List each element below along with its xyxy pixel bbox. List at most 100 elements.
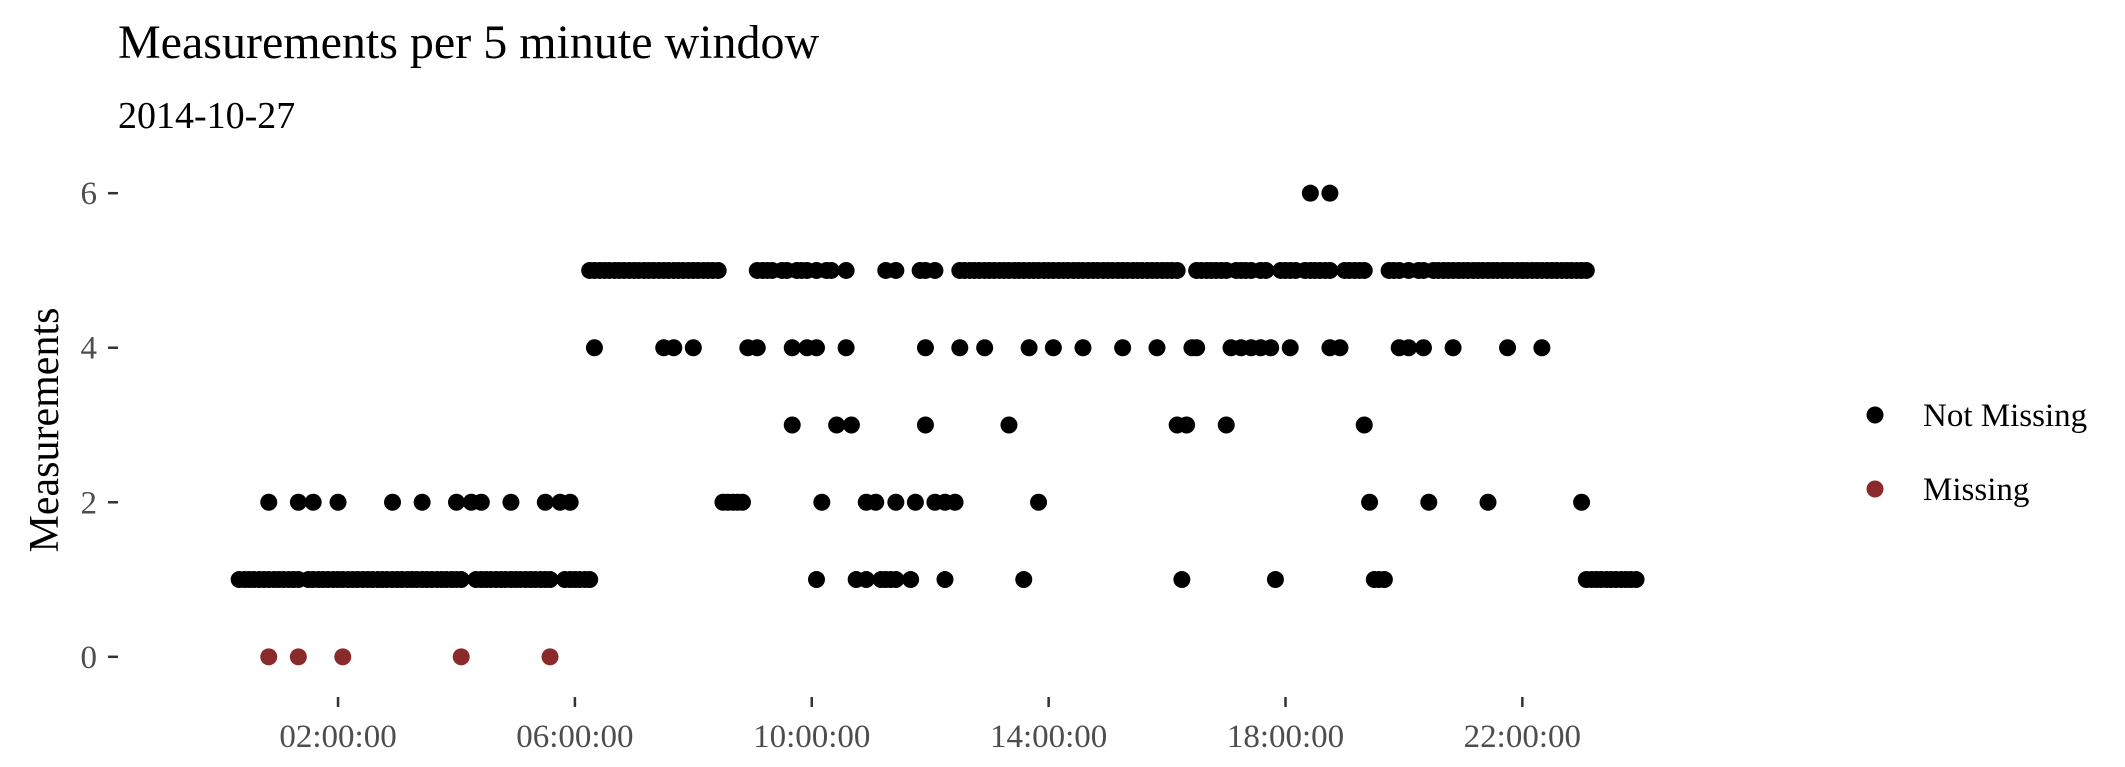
data-point: [813, 493, 831, 511]
y-tick-label: 6: [81, 176, 98, 212]
data-point: [1114, 339, 1132, 357]
data-point: [384, 493, 402, 511]
data-point: [837, 339, 855, 357]
data-point: [329, 493, 347, 511]
data-point: [1266, 571, 1284, 589]
legend-key: [1866, 480, 1884, 498]
data-point: [783, 339, 801, 357]
data-point: [887, 261, 905, 279]
data-point: [1355, 261, 1373, 279]
data-point: [1020, 339, 1038, 357]
legend-key: [1866, 406, 1884, 424]
data-point: [857, 571, 875, 589]
data-point: [733, 493, 751, 511]
x-tick-label: 18:00:00: [1227, 719, 1344, 755]
x-tick-label: 10:00:00: [753, 719, 870, 755]
data-point: [976, 339, 994, 357]
data-point: [1173, 571, 1191, 589]
data-point: [1479, 493, 1497, 511]
data-point: [902, 571, 920, 589]
data-point: [916, 339, 934, 357]
data-point: [260, 493, 278, 511]
y-axis-label: Measurements: [22, 308, 68, 553]
data-point: [1321, 184, 1339, 202]
data-point: [867, 493, 885, 511]
data-point: [1281, 339, 1299, 357]
data-point: [585, 339, 603, 357]
data-point: [822, 261, 840, 279]
data-point: [1355, 416, 1373, 434]
x-tick-label: 02:00:00: [279, 719, 396, 755]
data-point: [1148, 339, 1166, 357]
legend-label: Not Missing: [1923, 398, 2087, 434]
data-point: [1331, 339, 1349, 357]
data-point: [1420, 493, 1438, 511]
data-point: [1361, 493, 1379, 511]
y-tick-label: 4: [81, 331, 98, 367]
data-point: [906, 493, 924, 511]
data-point: [887, 571, 905, 589]
data-point: [1015, 571, 1033, 589]
data-point: [289, 493, 307, 511]
data-point: [951, 339, 969, 357]
data-point: [783, 416, 801, 434]
data-point: [1178, 416, 1196, 434]
y-tick-label: 0: [81, 640, 98, 676]
data-point: [1044, 339, 1062, 357]
data-point: [808, 571, 826, 589]
data-point: [887, 493, 905, 511]
data-point: [536, 493, 554, 511]
data-point: [1030, 493, 1048, 511]
data-point: [748, 339, 766, 357]
data-point: [334, 648, 352, 666]
x-axis: 02:00:00 06:00:00 10:00:00 14:00:00 18:00:00…: [279, 697, 1581, 755]
data-point: [1627, 571, 1645, 589]
data-point: [916, 416, 934, 434]
chart-subtitle: 2014-10-27: [118, 95, 295, 137]
data-point: [1400, 339, 1418, 357]
data-point: [1262, 339, 1280, 357]
data-point: [1188, 339, 1206, 357]
data-point: [1375, 571, 1393, 589]
data-point: [837, 261, 855, 279]
series-1: [260, 648, 559, 666]
data-point: [289, 648, 307, 666]
data-points: [230, 184, 1645, 666]
data-point: [1321, 261, 1339, 279]
data-point: [1217, 416, 1235, 434]
chart-title: Measurements per 5 minute window: [118, 16, 820, 69]
data-point: [1533, 339, 1551, 357]
data-point: [684, 339, 702, 357]
data-point: [260, 648, 278, 666]
data-point: [1573, 493, 1591, 511]
data-point: [581, 571, 599, 589]
data-point: [808, 339, 826, 357]
data-point: [946, 493, 964, 511]
data-point: [1499, 339, 1517, 357]
data-point: [926, 261, 944, 279]
data-point: [1168, 261, 1186, 279]
data-point: [1000, 416, 1018, 434]
data-point: [541, 648, 559, 666]
data-point: [1577, 261, 1595, 279]
data-point: [1257, 261, 1275, 279]
data-point: [1074, 339, 1092, 357]
data-point: [709, 261, 727, 279]
y-tick-label: 2: [81, 485, 98, 521]
data-point: [502, 493, 520, 511]
data-point: [452, 648, 470, 666]
data-point: [447, 493, 465, 511]
series-0: [230, 184, 1645, 589]
y-axis: 0 2 4 6: [81, 176, 118, 676]
data-point: [413, 493, 431, 511]
x-tick-label: 22:00:00: [1464, 719, 1581, 755]
data-point: [828, 416, 846, 434]
legend: Not Missing Missing: [1866, 398, 2087, 508]
data-point: [541, 571, 559, 589]
x-tick-label: 06:00:00: [516, 719, 633, 755]
x-tick-label: 14:00:00: [990, 719, 1107, 755]
legend-label: Missing: [1923, 472, 2029, 508]
data-point: [665, 339, 683, 357]
data-point: [1414, 339, 1432, 357]
